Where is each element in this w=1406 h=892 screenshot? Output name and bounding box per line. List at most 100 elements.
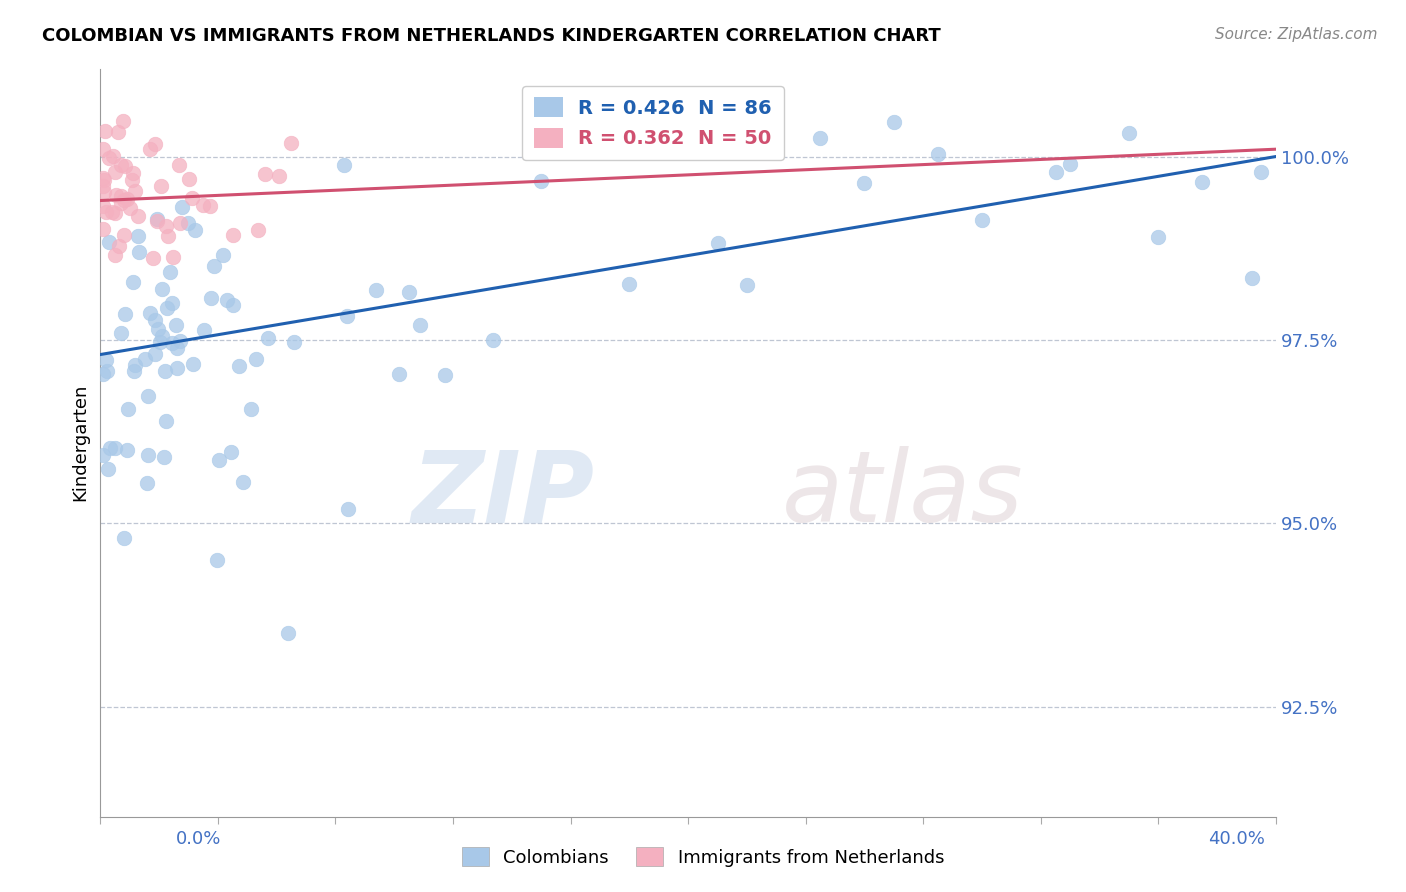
Point bbox=[91, 368, 114, 382]
Legend: Colombians, Immigrants from Netherlands: Colombians, Immigrants from Netherlands bbox=[454, 840, 952, 874]
Point bbox=[121, 275, 143, 289]
Point bbox=[1147, 230, 1170, 244]
Text: ZIP: ZIP bbox=[411, 446, 595, 543]
Text: 40.0%: 40.0% bbox=[1209, 830, 1265, 847]
Point bbox=[1241, 270, 1264, 285]
Point bbox=[735, 277, 758, 292]
Point bbox=[121, 172, 143, 186]
Point bbox=[110, 189, 132, 203]
Point bbox=[156, 301, 179, 315]
Point bbox=[110, 195, 132, 210]
Point bbox=[162, 250, 184, 264]
Point bbox=[124, 184, 146, 198]
Point bbox=[207, 453, 229, 467]
Point bbox=[121, 166, 143, 180]
Point bbox=[112, 194, 135, 208]
Point bbox=[104, 165, 127, 179]
Point bbox=[91, 142, 114, 156]
Point bbox=[246, 223, 269, 237]
Point bbox=[91, 178, 114, 193]
Point bbox=[134, 351, 156, 366]
Point bbox=[155, 219, 177, 233]
Point bbox=[333, 158, 356, 172]
Point bbox=[107, 125, 129, 139]
Point bbox=[93, 173, 115, 187]
Point bbox=[103, 149, 125, 163]
Point bbox=[169, 216, 191, 230]
Point bbox=[115, 193, 138, 207]
Point bbox=[97, 462, 120, 476]
Point bbox=[143, 136, 166, 151]
Point bbox=[152, 450, 174, 464]
Point bbox=[150, 282, 173, 296]
Point bbox=[101, 204, 124, 219]
Point bbox=[172, 200, 194, 214]
Point bbox=[91, 171, 114, 186]
Point bbox=[98, 152, 121, 166]
Point bbox=[219, 444, 242, 458]
Point bbox=[117, 401, 139, 416]
Point bbox=[409, 318, 432, 332]
Point bbox=[110, 326, 132, 341]
Point bbox=[160, 296, 183, 310]
Text: COLOMBIAN VS IMMIGRANTS FROM NETHERLANDS KINDERGARTEN CORRELATION CHART: COLOMBIAN VS IMMIGRANTS FROM NETHERLANDS… bbox=[42, 27, 941, 45]
Point bbox=[138, 306, 160, 320]
Point bbox=[364, 283, 387, 297]
Point bbox=[200, 292, 222, 306]
Point bbox=[98, 441, 121, 455]
Point bbox=[104, 441, 127, 455]
Point bbox=[221, 227, 243, 242]
Point bbox=[149, 179, 172, 194]
Point bbox=[149, 335, 172, 350]
Point bbox=[184, 222, 207, 236]
Point bbox=[198, 199, 221, 213]
Point bbox=[112, 531, 135, 545]
Point bbox=[166, 361, 188, 376]
Point bbox=[221, 298, 243, 312]
Point bbox=[239, 401, 262, 416]
Point bbox=[96, 205, 118, 219]
Point bbox=[104, 206, 127, 220]
Point bbox=[136, 449, 159, 463]
Point bbox=[104, 248, 127, 262]
Text: 0.0%: 0.0% bbox=[176, 830, 221, 847]
Point bbox=[202, 259, 225, 273]
Text: atlas: atlas bbox=[782, 446, 1024, 543]
Point bbox=[169, 159, 191, 173]
Point bbox=[139, 142, 162, 156]
Point bbox=[927, 147, 949, 161]
Point bbox=[283, 334, 305, 349]
Point bbox=[146, 322, 169, 336]
Point bbox=[1118, 126, 1140, 140]
Point bbox=[434, 368, 457, 383]
Point bbox=[155, 414, 177, 428]
Point bbox=[1250, 165, 1272, 179]
Point bbox=[267, 169, 290, 183]
Point bbox=[114, 307, 136, 321]
Point bbox=[280, 136, 302, 150]
Point bbox=[93, 124, 115, 138]
Point bbox=[166, 318, 188, 332]
Point bbox=[254, 168, 277, 182]
Point bbox=[114, 159, 136, 173]
Point bbox=[150, 329, 173, 343]
Point bbox=[105, 188, 128, 202]
Point bbox=[245, 352, 267, 367]
Point bbox=[232, 475, 254, 489]
Point bbox=[1059, 157, 1081, 171]
Point bbox=[122, 364, 145, 378]
Point bbox=[108, 239, 131, 253]
Point bbox=[160, 335, 183, 350]
Point bbox=[127, 209, 149, 223]
Point bbox=[193, 198, 215, 212]
Point bbox=[177, 171, 200, 186]
Point bbox=[181, 357, 204, 371]
Point bbox=[169, 334, 191, 348]
Point bbox=[883, 114, 905, 128]
Point bbox=[146, 211, 169, 226]
Point bbox=[91, 199, 114, 213]
Point bbox=[212, 248, 235, 262]
Point bbox=[181, 191, 204, 205]
Point bbox=[193, 323, 215, 337]
Point bbox=[136, 475, 159, 490]
